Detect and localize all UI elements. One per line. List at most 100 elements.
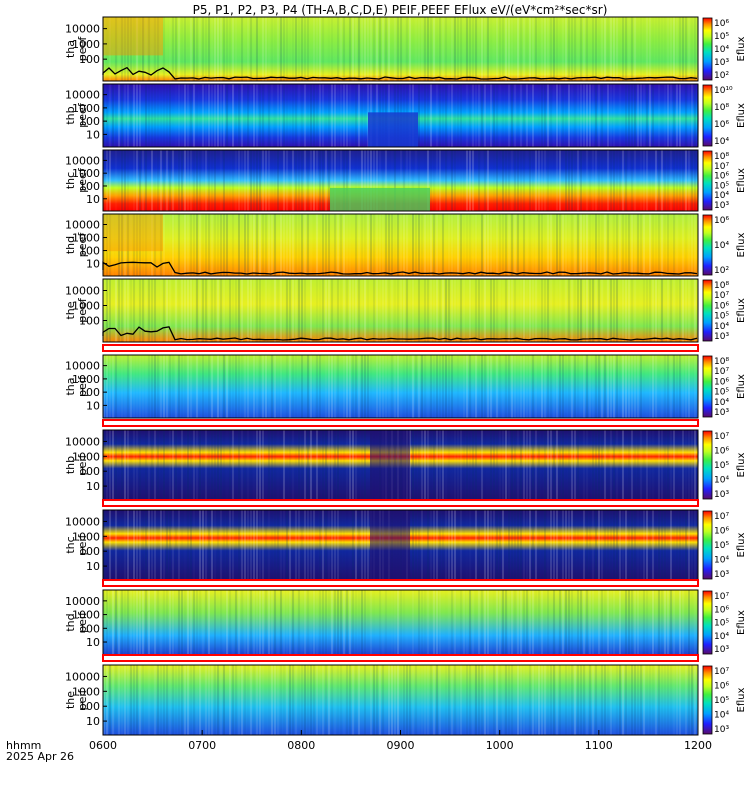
texture-stripe <box>295 17 297 81</box>
texture-stripe <box>214 510 216 580</box>
texture-stripe <box>610 590 612 655</box>
texture-stripe <box>358 590 360 655</box>
texture-stripe <box>385 355 387 418</box>
texture-stripe <box>322 590 324 655</box>
texture-stripe <box>433 150 435 211</box>
texture-stripe <box>565 355 567 418</box>
texture-stripe <box>319 279 321 342</box>
texture-stripe <box>391 665 393 735</box>
texture-stripe <box>232 214 234 276</box>
texture-stripe <box>625 665 627 735</box>
texture-stripe <box>523 214 525 276</box>
texture-stripe <box>421 214 423 276</box>
texture-stripe <box>295 355 297 418</box>
texture-stripe <box>364 279 366 342</box>
texture-stripe <box>241 665 243 735</box>
texture-stripe <box>658 590 660 655</box>
texture-stripe <box>151 84 153 147</box>
texture-stripe <box>214 279 216 342</box>
texture-stripe <box>379 665 381 735</box>
texture-stripe <box>631 214 633 276</box>
texture-stripe <box>199 510 201 580</box>
texture-stripe <box>157 17 159 81</box>
texture-stripe <box>559 355 561 418</box>
texture-stripe <box>439 355 441 418</box>
spectrogram-image <box>103 279 698 342</box>
texture-stripe <box>148 84 150 147</box>
texture-stripe <box>652 84 654 147</box>
texture-stripe <box>457 590 459 655</box>
texture-stripe <box>280 355 282 418</box>
y-tick-label: 1000 <box>72 373 100 386</box>
texture-stripe <box>136 510 138 580</box>
texture-stripe <box>229 17 231 81</box>
texture-stripe <box>409 590 411 655</box>
texture-stripe <box>103 214 105 276</box>
texture-stripe <box>517 279 519 342</box>
texture-stripe <box>592 84 594 147</box>
texture-stripe <box>187 430 189 500</box>
texture-stripe <box>232 279 234 342</box>
texture-stripe <box>544 214 546 276</box>
texture-stripe <box>394 17 396 81</box>
texture-stripe <box>532 279 534 342</box>
texture-stripe <box>412 355 414 418</box>
texture-stripe <box>643 214 645 276</box>
texture-stripe <box>148 150 150 211</box>
texture-stripe <box>631 430 633 500</box>
texture-stripe <box>532 510 534 580</box>
texture-stripe <box>475 214 477 276</box>
texture-stripe <box>520 279 522 342</box>
texture-stripe <box>271 279 273 342</box>
texture-stripe <box>334 17 336 81</box>
texture-stripe <box>679 665 681 735</box>
texture-stripe <box>547 214 549 276</box>
texture-stripe <box>310 279 312 342</box>
texture-stripe <box>235 590 237 655</box>
texture-stripe <box>598 150 600 211</box>
texture-stripe <box>616 214 618 276</box>
colorbar-tick-label: 10⁶ <box>714 682 729 692</box>
texture-stripe <box>400 150 402 211</box>
texture-stripe <box>298 510 300 580</box>
texture-stripe <box>262 510 264 580</box>
texture-stripe <box>604 84 606 147</box>
texture-stripe <box>511 430 513 500</box>
texture-stripe <box>214 430 216 500</box>
texture-stripe <box>604 510 606 580</box>
texture-stripe <box>490 279 492 342</box>
texture-stripe <box>532 590 534 655</box>
texture-stripe <box>271 510 273 580</box>
texture-stripe <box>613 590 615 655</box>
texture-stripe <box>178 84 180 147</box>
texture-stripe <box>400 17 402 81</box>
y-tick-label: 100 <box>79 545 100 558</box>
texture-stripe <box>469 279 471 342</box>
texture-stripe <box>109 510 111 580</box>
texture-stripe <box>682 150 684 211</box>
spectrogram-texture <box>103 279 699 342</box>
texture-stripe <box>520 84 522 147</box>
panel-probe-label: thd <box>64 236 77 254</box>
texture-stripe <box>109 17 111 81</box>
texture-stripe <box>619 665 621 735</box>
texture-stripe <box>298 150 300 211</box>
texture-stripe <box>481 150 483 211</box>
texture-stripe <box>682 510 684 580</box>
texture-stripe <box>679 279 681 342</box>
texture-stripe <box>415 17 417 81</box>
texture-stripe <box>211 355 213 418</box>
texture-stripe <box>172 150 174 211</box>
texture-stripe <box>358 510 360 580</box>
y-tick-label: 10000 <box>65 89 100 102</box>
texture-stripe <box>502 17 504 81</box>
texture-stripe <box>316 214 318 276</box>
texture-stripe <box>538 84 540 147</box>
texture-stripe <box>235 279 237 342</box>
texture-stripe <box>589 665 591 735</box>
texture-stripe <box>166 214 168 276</box>
texture-stripe <box>328 214 330 276</box>
texture-stripe <box>676 430 678 500</box>
texture-stripe <box>541 214 543 276</box>
